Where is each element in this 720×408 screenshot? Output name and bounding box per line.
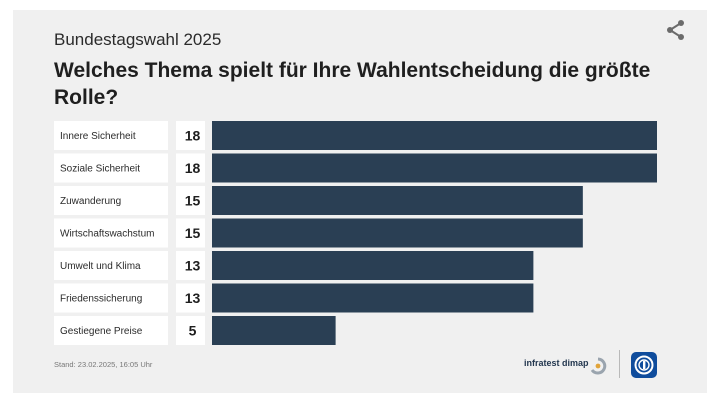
value-label: 15 [185,193,201,209]
timestamp: Stand: 23.02.2025, 16:05 Uhr [54,360,153,369]
value-label: 13 [185,290,201,306]
bar [212,316,336,345]
bar [212,121,657,150]
category-label: Wirtschaftswachstum [60,229,154,240]
bar [212,251,534,280]
bar [212,186,583,215]
category-label-bg [54,251,168,280]
value-label-bg [176,153,205,183]
value-label-bg [176,316,205,345]
ard-logo [631,352,657,378]
value-label-bg [176,251,205,280]
category-label-bg [54,121,168,150]
bar-row-umwelt-und-klima: Umwelt und Klima 13 [54,251,534,280]
bar [212,283,534,313]
category-label: Friedenssicherung [60,294,142,305]
category-label-bg [54,218,168,248]
category-label: Soziale Sicherheit [60,164,140,175]
infratest-dimap-logo [590,357,607,375]
value-label-bg [176,218,205,248]
category-label-bg [54,283,168,313]
category-label: Zuwanderung [60,196,121,207]
bar-row-friedenssicherung: Friedenssicherung 13 [54,283,534,313]
chart-title: Welches Thema spielt für Ihre Wahlentsch… [54,59,651,109]
bar-row-soziale-sicherheit: Soziale Sicherheit 18 [54,153,657,183]
category-label: Gestiegene Preise [60,326,143,337]
category-label-bg [54,186,168,215]
source-label: infratest dimap [524,358,589,368]
value-label: 18 [185,160,201,176]
bar-row-zuwanderung: Zuwanderung 15 [54,186,583,215]
value-label: 5 [189,323,197,339]
category-label-bg [54,316,168,345]
value-label: 13 [185,258,201,274]
bar-row-innere-sicherheit: Innere Sicherheit 18 [54,121,657,150]
bar-row-wirtschaftswachstum: Wirtschaftswachstum 15 [54,218,583,248]
category-label: Innere Sicherheit [60,131,136,142]
value-label: 15 [185,225,201,241]
value-label-bg [176,186,205,215]
bar-row-gestiegene-preise: Gestiegene Preise 5 [54,316,336,345]
value-label-bg [176,283,205,313]
bar [212,153,657,183]
bar [212,218,583,248]
category-label-bg [54,153,168,183]
chart-subtitle: Bundestagswahl 2025 [54,30,222,49]
value-label: 18 [185,128,201,144]
footer-divider [619,350,620,378]
share-icon[interactable] [664,18,688,42]
value-label-bg [176,121,205,150]
category-label: Umwelt und Klima [60,261,141,272]
